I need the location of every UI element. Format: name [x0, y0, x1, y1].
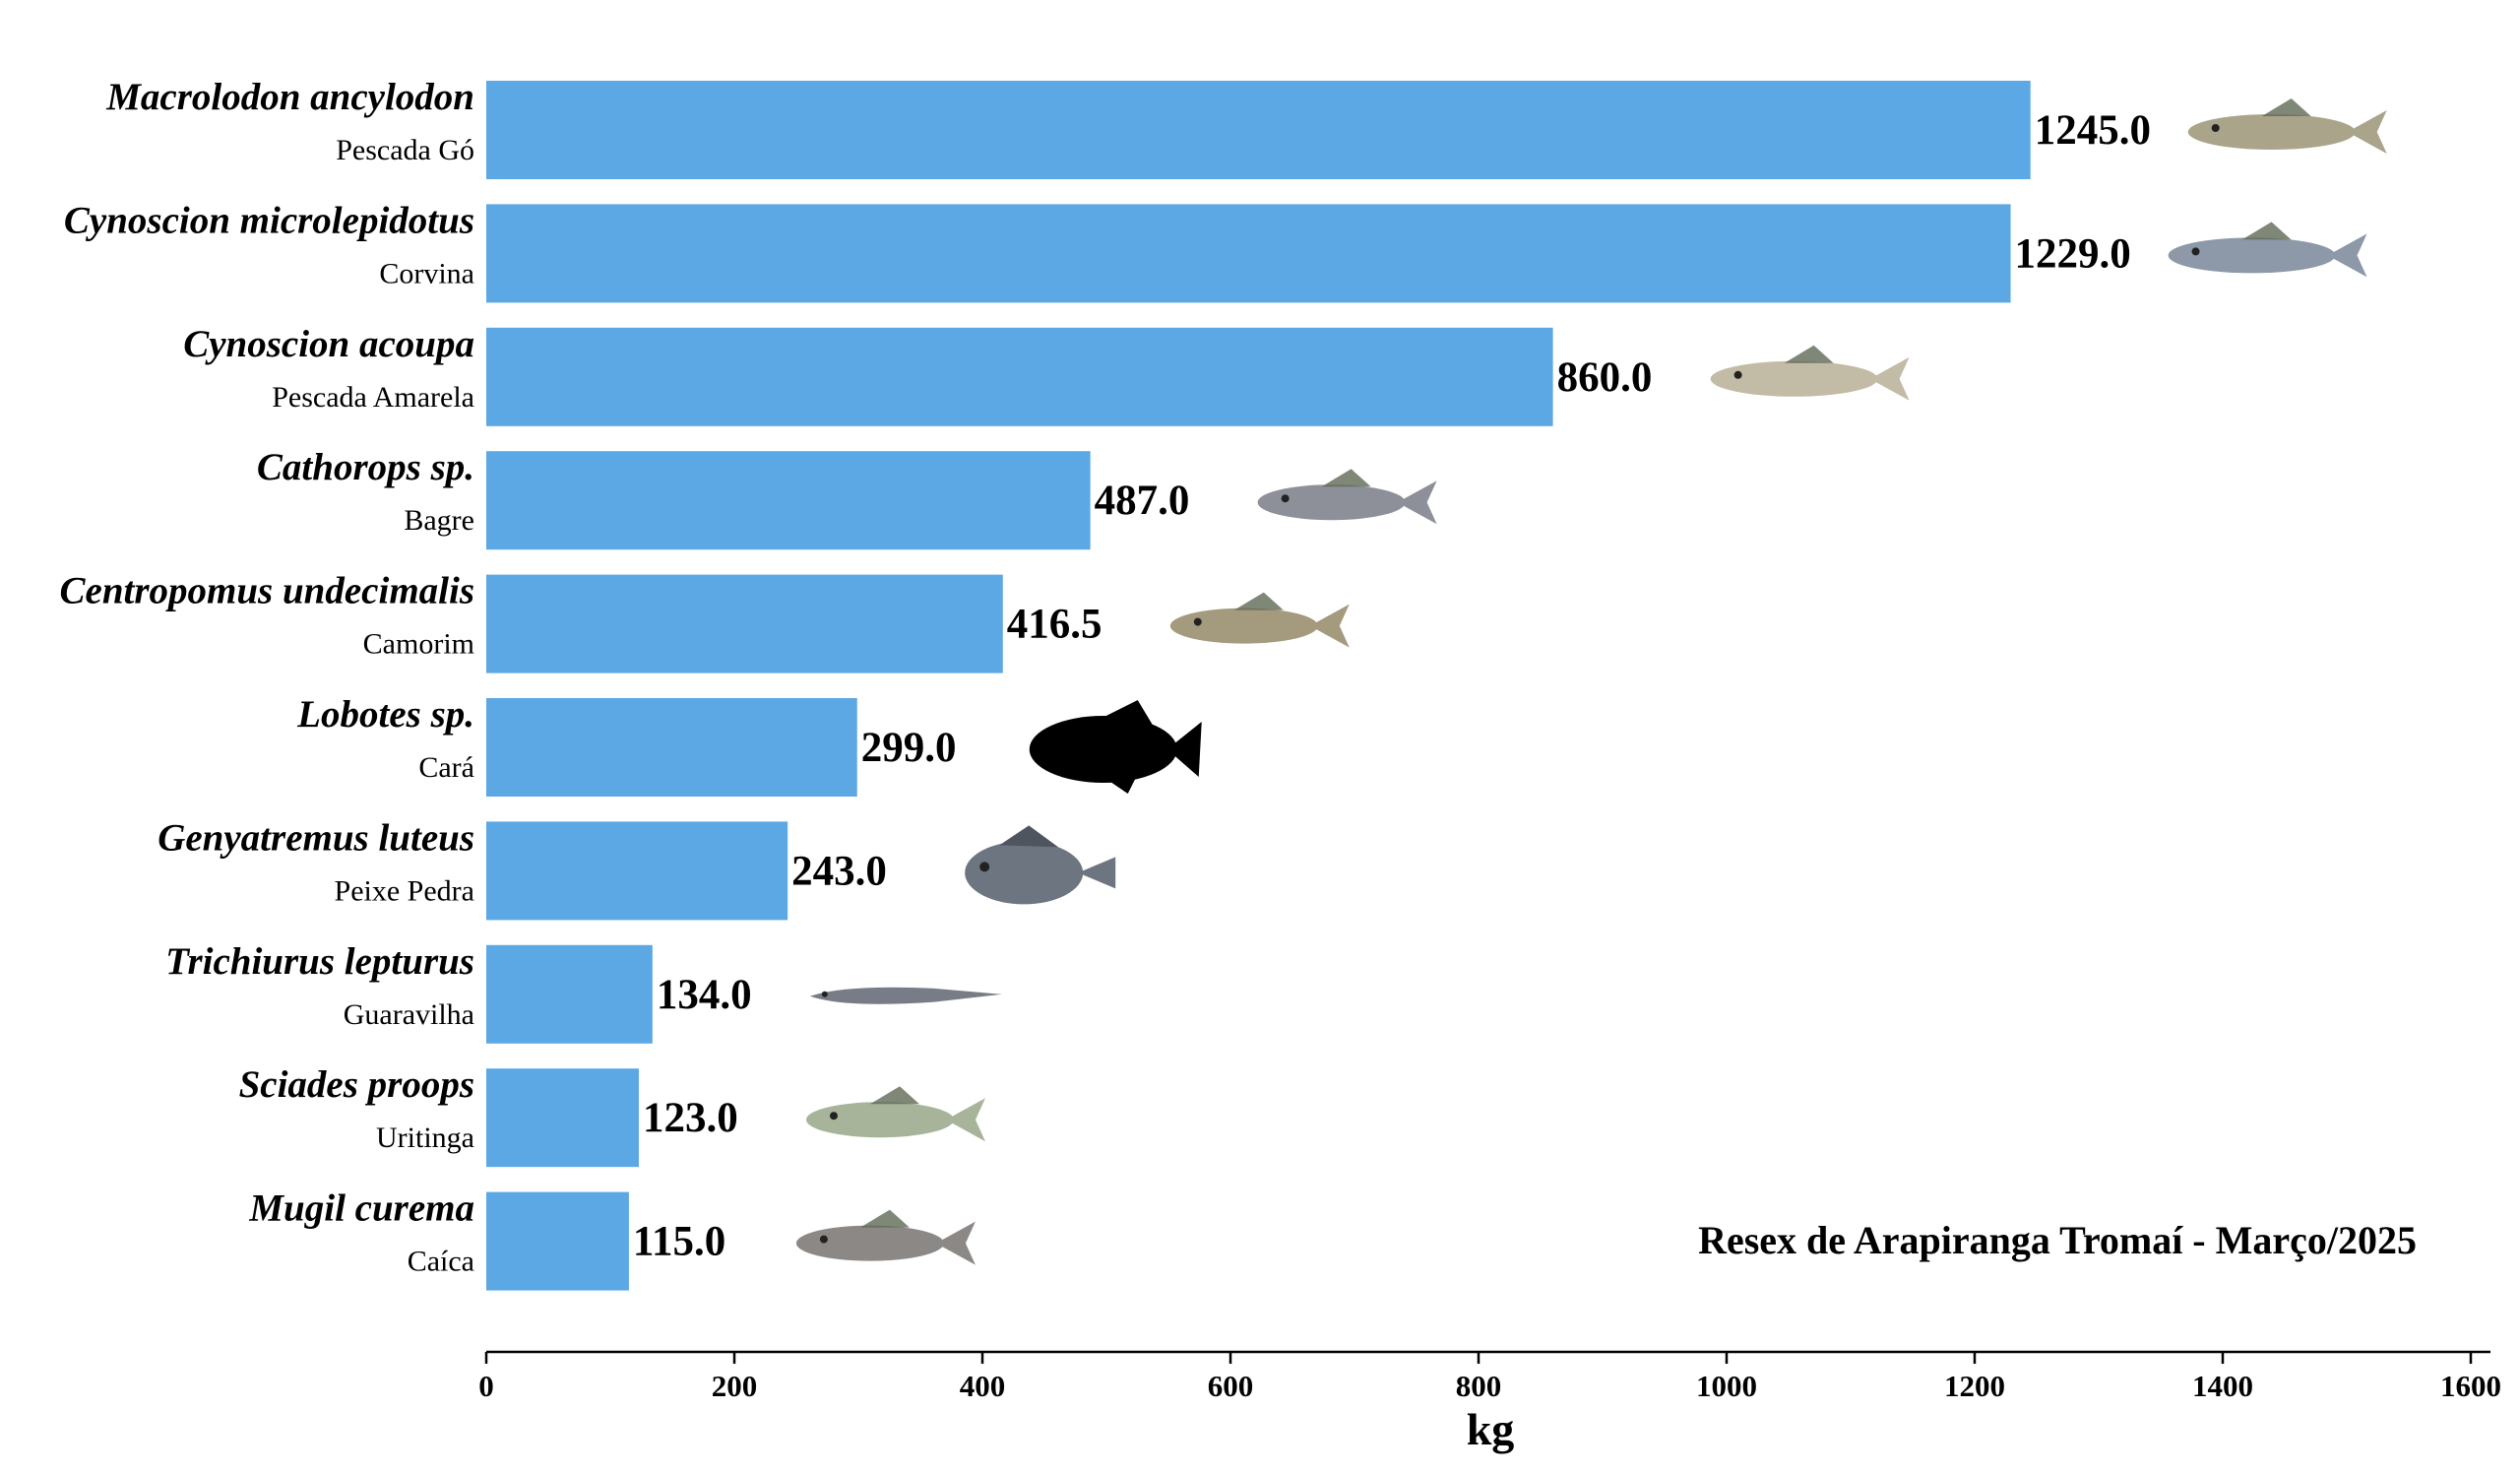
x-tick-label: 1200 [1944, 1369, 2005, 1403]
fish-icons-layer [795, 98, 2387, 1265]
bar [486, 327, 1553, 426]
pescada-amarela-fish-icon [1710, 345, 1910, 401]
value-label: 134.0 [657, 972, 752, 1018]
bagre-fish-icon [1257, 469, 1437, 525]
x-axis: 0 200 400 600 800 1000 1200 1400 1600 [478, 1350, 2501, 1403]
bar [486, 698, 857, 797]
value-label: 860.0 [1557, 354, 1653, 401]
bars-layer [486, 81, 2031, 1291]
species-scientific-name: Cynoscion acoupa [183, 323, 474, 365]
value-label: 416.5 [1007, 602, 1102, 648]
category-labels-layer: Macrolodon ancylodon Pescada Gó Cynoscion … [60, 76, 475, 1278]
corvina-fish-icon [2168, 222, 2367, 278]
species-common-name: Peixe Pedra [335, 874, 474, 907]
x-tick-label: 800 [1456, 1369, 1502, 1403]
species-scientific-name: Genyatremus luteus [158, 816, 474, 859]
species-common-name: Uritinga [376, 1122, 474, 1154]
species-scientific-name: Centropomus undecimalis [60, 570, 475, 612]
value-labels-layer: 1245.0 1229.0 860.0 487.0 416.5 299.0 243.0 134… [633, 107, 2151, 1265]
pescada-go-fish-icon [2187, 98, 2387, 154]
species-common-name: Bagre [404, 504, 474, 537]
species-scientific-name: Macrolodon ancylodon [105, 76, 474, 118]
value-label: 299.0 [861, 725, 957, 771]
bar [486, 451, 1091, 550]
cara-fish-silhouette-icon [1029, 700, 1202, 794]
guaravilha-fish-icon [809, 987, 1002, 1004]
x-tick-label: 1400 [2192, 1369, 2253, 1403]
x-tick-label: 400 [960, 1369, 1006, 1403]
x-tick-label: 0 [478, 1369, 494, 1403]
species-common-name: Cará [418, 751, 474, 784]
bar [486, 944, 653, 1044]
camorim-fish-icon [1169, 592, 1350, 648]
species-scientific-name: Cynoscion microlepidotus [64, 199, 474, 241]
value-label: 123.0 [643, 1095, 738, 1141]
uritinga-fish-icon [805, 1086, 985, 1142]
species-common-name: Camorim [363, 628, 474, 661]
x-axis-label: kg [1467, 1404, 1515, 1454]
value-label: 1229.0 [2015, 230, 2131, 277]
caica-fish-icon [795, 1209, 976, 1265]
value-label: 1245.0 [2035, 107, 2151, 154]
chart-annotation: Resex de Arapiranga Tromaí - Março/2025 [1698, 1218, 2417, 1262]
bar [486, 81, 2031, 179]
species-scientific-name: Sciades proops [239, 1063, 474, 1106]
species-scientific-name: Trichiurus lepturus [165, 940, 474, 983]
species-scientific-name: Mugil curema [248, 1187, 474, 1230]
value-label: 115.0 [633, 1219, 725, 1265]
species-common-name: Corvina [379, 257, 474, 289]
species-scientific-name: Cathorops sp. [257, 446, 474, 488]
bar [486, 204, 2011, 303]
x-tick-label: 600 [1208, 1369, 1254, 1403]
species-common-name: Pescada Gó [336, 134, 474, 166]
bar [486, 821, 788, 921]
value-label: 243.0 [791, 848, 887, 894]
species-scientific-name: Lobotes sp. [296, 693, 474, 736]
bar [486, 1068, 639, 1168]
species-common-name: Caíca [408, 1246, 474, 1278]
x-tick-label: 1600 [2440, 1369, 2501, 1403]
species-common-name: Guaravilha [344, 998, 474, 1031]
species-common-name: Pescada Amarela [272, 381, 474, 414]
bar [486, 574, 1003, 673]
peixe-pedra-fish-icon [965, 825, 1116, 905]
x-tick-label: 1000 [1696, 1369, 1757, 1403]
value-label: 487.0 [1095, 478, 1190, 524]
bar [486, 1191, 629, 1291]
x-tick-label: 200 [712, 1369, 758, 1403]
